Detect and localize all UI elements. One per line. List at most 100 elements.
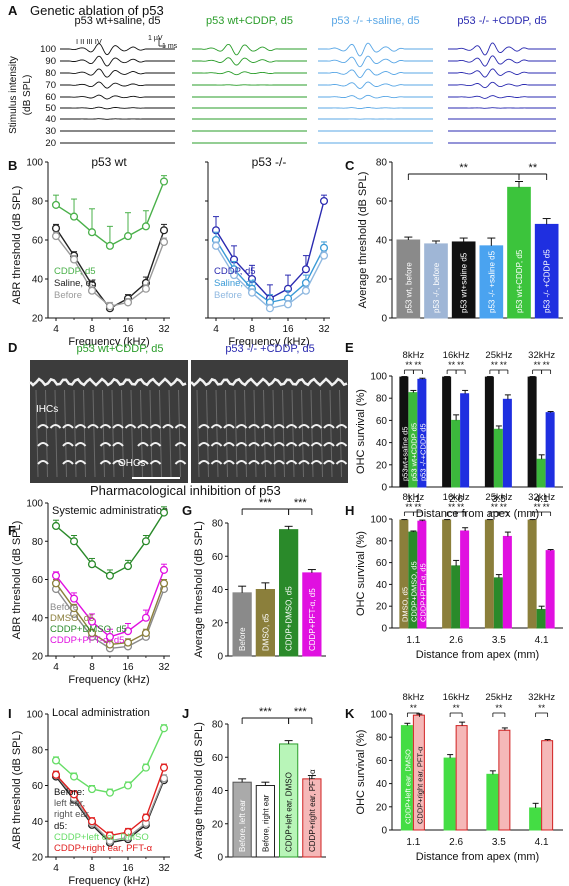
frequency-label: 32kHz bbox=[528, 692, 555, 703]
data-point bbox=[159, 763, 169, 772]
ohc-bundle bbox=[285, 460, 298, 465]
pillar-streak bbox=[196, 389, 200, 478]
y-tick-label: 40 bbox=[376, 438, 388, 449]
sig-label: ** bbox=[534, 502, 542, 512]
ohc-bundle bbox=[335, 424, 348, 429]
panel-letter-g: G bbox=[182, 503, 192, 518]
frequency-label: 8kHz bbox=[403, 692, 425, 703]
abr-trace bbox=[448, 81, 556, 89]
ohc-bundle bbox=[162, 424, 174, 429]
bar bbox=[455, 725, 468, 831]
sig-label: ** bbox=[457, 502, 465, 512]
ohc-bundle bbox=[137, 442, 149, 447]
legend-entry: Saline, d5 bbox=[214, 278, 256, 289]
pillar-streak bbox=[263, 389, 266, 478]
y-tick-label: 60 bbox=[376, 558, 388, 569]
x-tick-label: 16 bbox=[122, 324, 134, 335]
bar-category-label: Before, right ear bbox=[261, 794, 270, 852]
x-axis-label: Frequency (kHz) bbox=[228, 336, 309, 348]
y-tick-label: 60 bbox=[376, 197, 388, 208]
y-axis-label: Average threshold (dB SPL) bbox=[193, 521, 205, 658]
ohc-bundle bbox=[112, 460, 124, 465]
ohc-bundle bbox=[62, 442, 74, 447]
bar bbox=[493, 577, 503, 629]
y-tick-label: 0 bbox=[217, 853, 223, 864]
ohc-bundle bbox=[74, 424, 87, 429]
data-point bbox=[69, 594, 79, 603]
data-point bbox=[69, 212, 79, 221]
sig-label: *** bbox=[294, 706, 308, 718]
x-tick-label: 3.5 bbox=[492, 837, 506, 848]
legend-entry: CDDP+right ear, PFT-α bbox=[54, 843, 153, 854]
abr-ylabel-unit: (dB SPL) bbox=[22, 75, 33, 116]
ohc-bundle bbox=[210, 442, 223, 447]
chart-title: p53 -/- bbox=[252, 155, 287, 169]
ohc-bundle bbox=[223, 424, 235, 429]
ohc-bundle bbox=[310, 460, 323, 465]
ohc-bundle bbox=[298, 424, 310, 429]
data-point bbox=[87, 785, 97, 794]
ohc-bundle bbox=[248, 424, 260, 429]
sig-label: ** bbox=[500, 360, 508, 370]
bar bbox=[451, 565, 461, 629]
ohc-bundle bbox=[273, 424, 285, 429]
data-point bbox=[51, 232, 61, 241]
bar-category-label: p53 wt, before bbox=[404, 262, 413, 313]
y-tick-label: 80 bbox=[376, 394, 388, 405]
panel-b-ylabel: ABR threshold (dB SPL) bbox=[11, 186, 23, 305]
abr-ylabel: Stimulus intensity bbox=[8, 56, 19, 134]
x-tick-label: 4.1 bbox=[535, 635, 549, 646]
data-point bbox=[141, 537, 150, 546]
data-point bbox=[141, 613, 150, 622]
bar-category-label: CDDP+DMSO, d5 bbox=[285, 586, 294, 651]
bar bbox=[502, 535, 512, 629]
sig-label: ** bbox=[529, 162, 538, 174]
y-tick-label: 40 bbox=[376, 779, 388, 790]
frequency-label: 32kHz bbox=[528, 492, 555, 503]
pillar-streak bbox=[92, 389, 96, 478]
data-point bbox=[87, 817, 97, 826]
bar bbox=[451, 419, 461, 488]
y-tick-label: 80 bbox=[32, 197, 44, 208]
y-tick-label: 60 bbox=[376, 756, 388, 767]
panel-f-ylabel: ABR threshold (dB SPL) bbox=[11, 521, 23, 640]
ohc-bundle bbox=[174, 424, 187, 429]
data-point bbox=[87, 560, 97, 569]
data-point bbox=[159, 579, 169, 588]
section-title-genetic: Genetic ablation of p53 bbox=[30, 3, 164, 18]
y-tick-label: 100 bbox=[370, 372, 387, 383]
data-point bbox=[105, 788, 114, 797]
y-tick-label: 40 bbox=[32, 613, 44, 624]
ohc-bundle bbox=[137, 460, 149, 465]
bar-category-label: p53 -/- +saline d5 bbox=[487, 250, 496, 313]
sig-label: ** bbox=[453, 703, 461, 713]
y-tick-label: 40 bbox=[212, 786, 224, 797]
abr-trace bbox=[192, 84, 307, 86]
bar bbox=[536, 458, 546, 488]
x-tick-label: 4 bbox=[53, 662, 59, 673]
abr-level-label: 30 bbox=[45, 126, 56, 137]
data-point bbox=[69, 537, 79, 546]
pillar-streak bbox=[140, 389, 143, 478]
bar-category-label: p53 wt+CDDP, d5 bbox=[515, 249, 524, 313]
y-tick-label: 80 bbox=[212, 720, 224, 731]
panel-letter-b: B bbox=[8, 158, 17, 173]
data-point bbox=[211, 241, 221, 250]
x-tick-label: 4 bbox=[213, 324, 219, 335]
frequency-label: 25kHz bbox=[485, 350, 512, 361]
x-tick-label: 1.1 bbox=[406, 635, 420, 646]
abr-trace bbox=[318, 81, 433, 89]
data-point bbox=[159, 237, 169, 247]
frequency-label: 8kHz bbox=[403, 492, 425, 503]
abr-level-label: 50 bbox=[45, 103, 56, 114]
y-tick-label: 0 bbox=[381, 826, 387, 837]
data-point bbox=[123, 827, 133, 837]
abr-level-label: 40 bbox=[45, 114, 56, 125]
frequency-label: 32kHz bbox=[528, 350, 555, 361]
abr-scale-label: 1 µV bbox=[148, 35, 163, 42]
data-point bbox=[51, 224, 61, 233]
pillar-streak bbox=[301, 389, 304, 478]
frequency-label: 8kHz bbox=[403, 350, 425, 361]
legend-entry: DMSO, d5 bbox=[50, 613, 94, 624]
sig-label: *** bbox=[294, 497, 308, 509]
